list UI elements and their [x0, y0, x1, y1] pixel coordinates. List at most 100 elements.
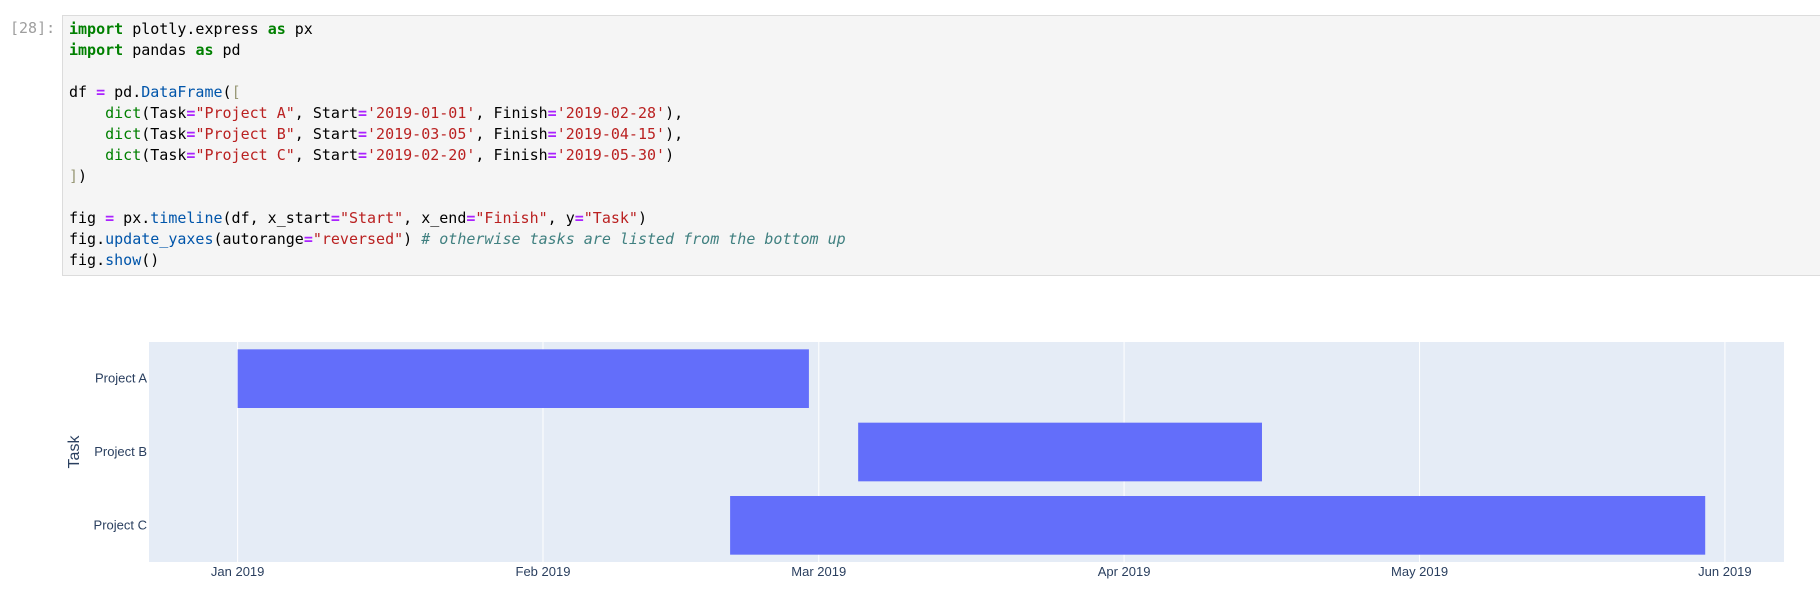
code-token: , x_end — [403, 209, 467, 227]
code-token: '2019-02-28' — [556, 104, 666, 122]
code-line: dict(Task="Project B", Start='2019-03-05… — [69, 124, 1820, 145]
code-token: ) — [403, 230, 422, 248]
code-line — [69, 187, 1820, 208]
code-token: dict — [69, 146, 142, 164]
code-token: '2019-05-30' — [556, 146, 666, 164]
code-token: = — [358, 104, 368, 122]
code-token: "Project C" — [195, 146, 295, 164]
y-tick-label: Project C — [94, 517, 147, 532]
code-line — [69, 61, 1820, 82]
code-line: dict(Task="Project A", Start='2019-01-01… — [69, 103, 1820, 124]
code-token: px. — [114, 209, 151, 227]
code-line: import pandas as pd — [69, 40, 1820, 61]
code-token: "reversed" — [312, 230, 404, 248]
code-token: plotly.express — [123, 20, 268, 38]
code-token: [ — [231, 83, 241, 101]
code-token: show — [105, 251, 142, 269]
code-token: = — [330, 209, 340, 227]
code-token: "Finish" — [475, 209, 548, 227]
code-token: update_yaxes — [105, 230, 214, 248]
code-token: '2019-02-20' — [367, 146, 476, 164]
y-tick-label: Project A — [95, 371, 147, 386]
code-line: ]) — [69, 166, 1820, 187]
code-token: pandas — [123, 41, 196, 59]
code-line: fig.show() — [69, 250, 1820, 271]
code-token: , Start — [294, 125, 358, 143]
code-token: fig. — [69, 230, 106, 248]
code-token: (Task — [141, 125, 187, 143]
x-tick-label: Jan 2019 — [211, 564, 265, 579]
code-token: (Task — [141, 146, 187, 164]
code-cell[interactable]: import plotly.express as px import pandas… — [62, 15, 1820, 276]
code-token: () — [141, 251, 160, 269]
code-token: df — [69, 83, 97, 101]
code-token: = — [186, 146, 196, 164]
code-token: , Start — [294, 104, 358, 122]
code-line: dict(Task="Project C", Start='2019-02-20… — [69, 145, 1820, 166]
code-token: = — [186, 125, 196, 143]
code-token: ), — [665, 125, 684, 143]
code-token: import — [69, 41, 124, 59]
code-line: df = pd.DataFrame([ — [69, 82, 1820, 103]
code-token: import — [69, 20, 124, 38]
code-token: = — [358, 146, 368, 164]
chart: Jan 2019 Feb 2019 Mar 2019 Apr 2019 May 2019… — [66, 342, 1784, 579]
code-token: = — [547, 146, 557, 164]
code-token: = — [547, 104, 557, 122]
code-token: ( — [222, 83, 232, 101]
y-tick-label: Project B — [94, 444, 147, 459]
y-axis-title: Task — [66, 435, 83, 469]
code-token: # otherwise tasks are listed from the bo… — [421, 230, 846, 248]
code-token: DataFrame — [141, 83, 223, 101]
code-token: "Project B" — [195, 125, 295, 143]
code-token: ) — [78, 167, 88, 185]
code-token: dict — [69, 125, 142, 143]
code: import plotly.express as px import pandas… — [63, 16, 1820, 271]
code-token: as — [195, 41, 214, 59]
code-token: fig. — [69, 251, 106, 269]
x-tick-label: May 2019 — [1391, 564, 1448, 579]
code-token: , Finish — [475, 125, 548, 143]
code-token: = — [303, 230, 313, 248]
code-line: fig = px.timeline(df, x_start="Start", x… — [69, 208, 1820, 229]
code-token: as — [267, 20, 286, 38]
bar — [730, 496, 1706, 555]
code-token: (df, x_start — [222, 209, 331, 227]
bar — [237, 349, 809, 408]
code-token: (autorange — [213, 230, 304, 248]
code-token: ), — [665, 104, 684, 122]
code-token: ] — [69, 167, 79, 185]
code-token: '2019-04-15' — [556, 125, 666, 143]
code-token: pd. — [105, 83, 142, 101]
code-token: , y — [547, 209, 575, 227]
code-token: '2019-01-01' — [367, 104, 476, 122]
code-token: pd — [213, 41, 241, 59]
code-token: , Start — [294, 146, 358, 164]
code-token: , Finish — [475, 104, 548, 122]
code-token: ) — [665, 146, 675, 164]
code-token: = — [574, 209, 584, 227]
code-token: = — [466, 209, 476, 227]
code-token: (Task — [141, 104, 187, 122]
code-token: timeline — [150, 209, 223, 227]
x-tick-label: Feb 2019 — [516, 564, 571, 579]
code-token: fig — [69, 209, 106, 227]
code-token: dict — [69, 104, 142, 122]
code-token: px — [285, 20, 313, 38]
code-line: fig.update_yaxes(autorange="reversed") #… — [69, 229, 1820, 250]
code-line: import plotly.express as px — [69, 19, 1820, 40]
x-tick-label: Jun 2019 — [1698, 564, 1752, 579]
code-token: = — [547, 125, 557, 143]
code-token: = — [186, 104, 196, 122]
code-token: "Start" — [339, 209, 404, 227]
x-tick-label: Apr 2019 — [1098, 564, 1151, 579]
code-token: '2019-03-05' — [367, 125, 476, 143]
cell-prompt: [28]: — [10, 19, 56, 37]
code-token: = — [358, 125, 368, 143]
code-token: = — [105, 209, 115, 227]
x-tick-label: Mar 2019 — [791, 564, 846, 579]
code-token: ) — [637, 209, 647, 227]
code-token: = — [96, 83, 106, 101]
code-token: "Project A" — [195, 104, 295, 122]
